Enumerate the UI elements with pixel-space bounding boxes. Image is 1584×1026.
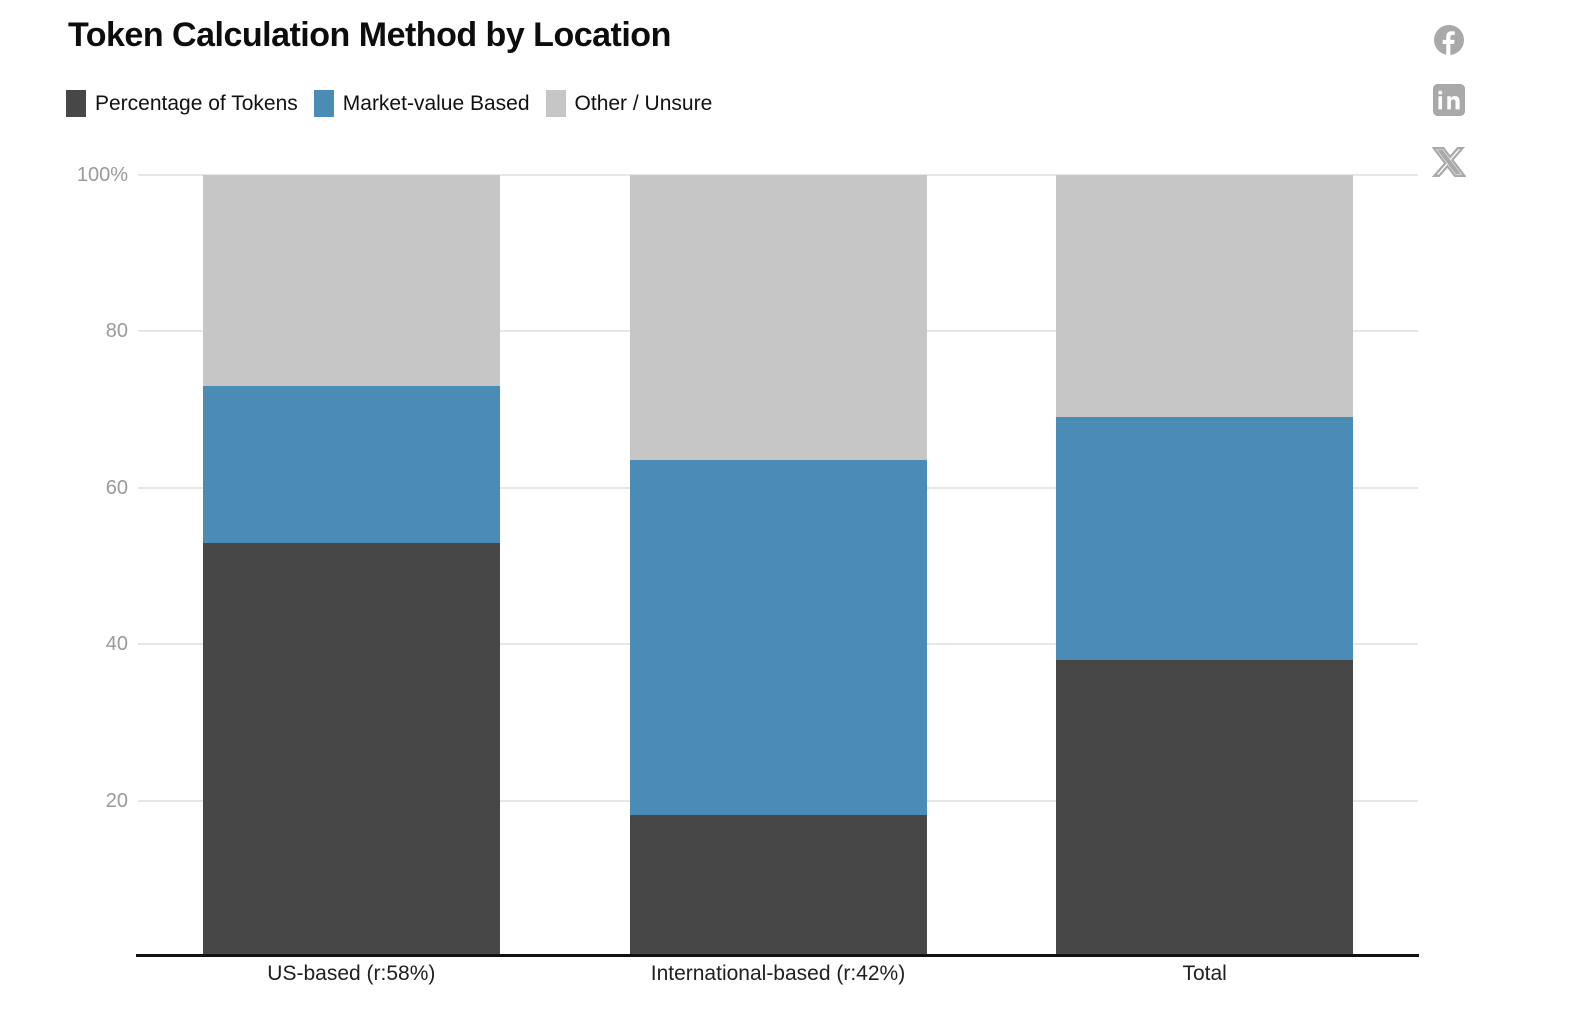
legend: Percentage of Tokens Market-value Based Ot… — [66, 90, 712, 117]
x-icon[interactable] — [1431, 145, 1467, 179]
y-tick-label-80: 80 — [105, 320, 128, 343]
bar-3[interactable] — [1056, 175, 1354, 957]
legend-swatch — [545, 90, 566, 117]
plot-area — [138, 174, 1418, 957]
y-tick-label-60: 60 — [105, 476, 128, 499]
bar-1[interactable] — [202, 175, 500, 957]
bar-1-segment-1[interactable] — [202, 542, 500, 957]
x-tick-label-2: International-based (r:42%) — [650, 962, 906, 985]
bar-3-segment-2[interactable] — [1056, 417, 1354, 660]
x-axis-line — [136, 954, 1419, 957]
legend-swatch — [313, 90, 334, 117]
bar-3-segment-3[interactable] — [1056, 175, 1354, 418]
legend-item-2[interactable]: Market-value Based — [313, 90, 530, 117]
legend-label: Market-value Based — [342, 91, 530, 115]
y-tick-label-40: 40 — [105, 633, 128, 656]
bar-2-segment-1[interactable] — [629, 814, 927, 957]
bar-2-segment-2[interactable] — [629, 459, 927, 815]
legend-label: Percentage of Tokens — [95, 91, 298, 115]
y-tick-label-100: 100% — [76, 164, 128, 186]
bar-2[interactable] — [629, 175, 927, 957]
y-axis: 100% 80 60 40 20 — [0, 165, 128, 957]
y-tick-label-20: 20 — [105, 789, 128, 812]
linkedin-icon[interactable] — [1433, 84, 1465, 116]
x-tick-label-1: US-based (r:58%) — [267, 962, 436, 985]
social-share-bar — [1430, 25, 1468, 179]
x-axis-labels: US-based (r:58%) International-based (r:4… — [138, 962, 1418, 996]
legend-label: Other / Unsure — [574, 91, 713, 115]
bar-1-segment-2[interactable] — [202, 386, 500, 543]
legend-item-1[interactable]: Percentage of Tokens — [66, 90, 298, 117]
legend-swatch — [66, 90, 86, 117]
bar-2-segment-3[interactable] — [629, 175, 927, 460]
chart-title: Token Calculation Method by Location — [68, 16, 671, 54]
x-tick-label-3: Total — [1182, 962, 1227, 985]
bar-3-segment-1[interactable] — [1056, 659, 1354, 957]
bar-1-segment-3[interactable] — [202, 175, 500, 387]
legend-item-3[interactable]: Other / Unsure — [545, 90, 713, 117]
facebook-icon[interactable] — [1434, 25, 1464, 55]
gridline-100 — [138, 174, 1418, 176]
